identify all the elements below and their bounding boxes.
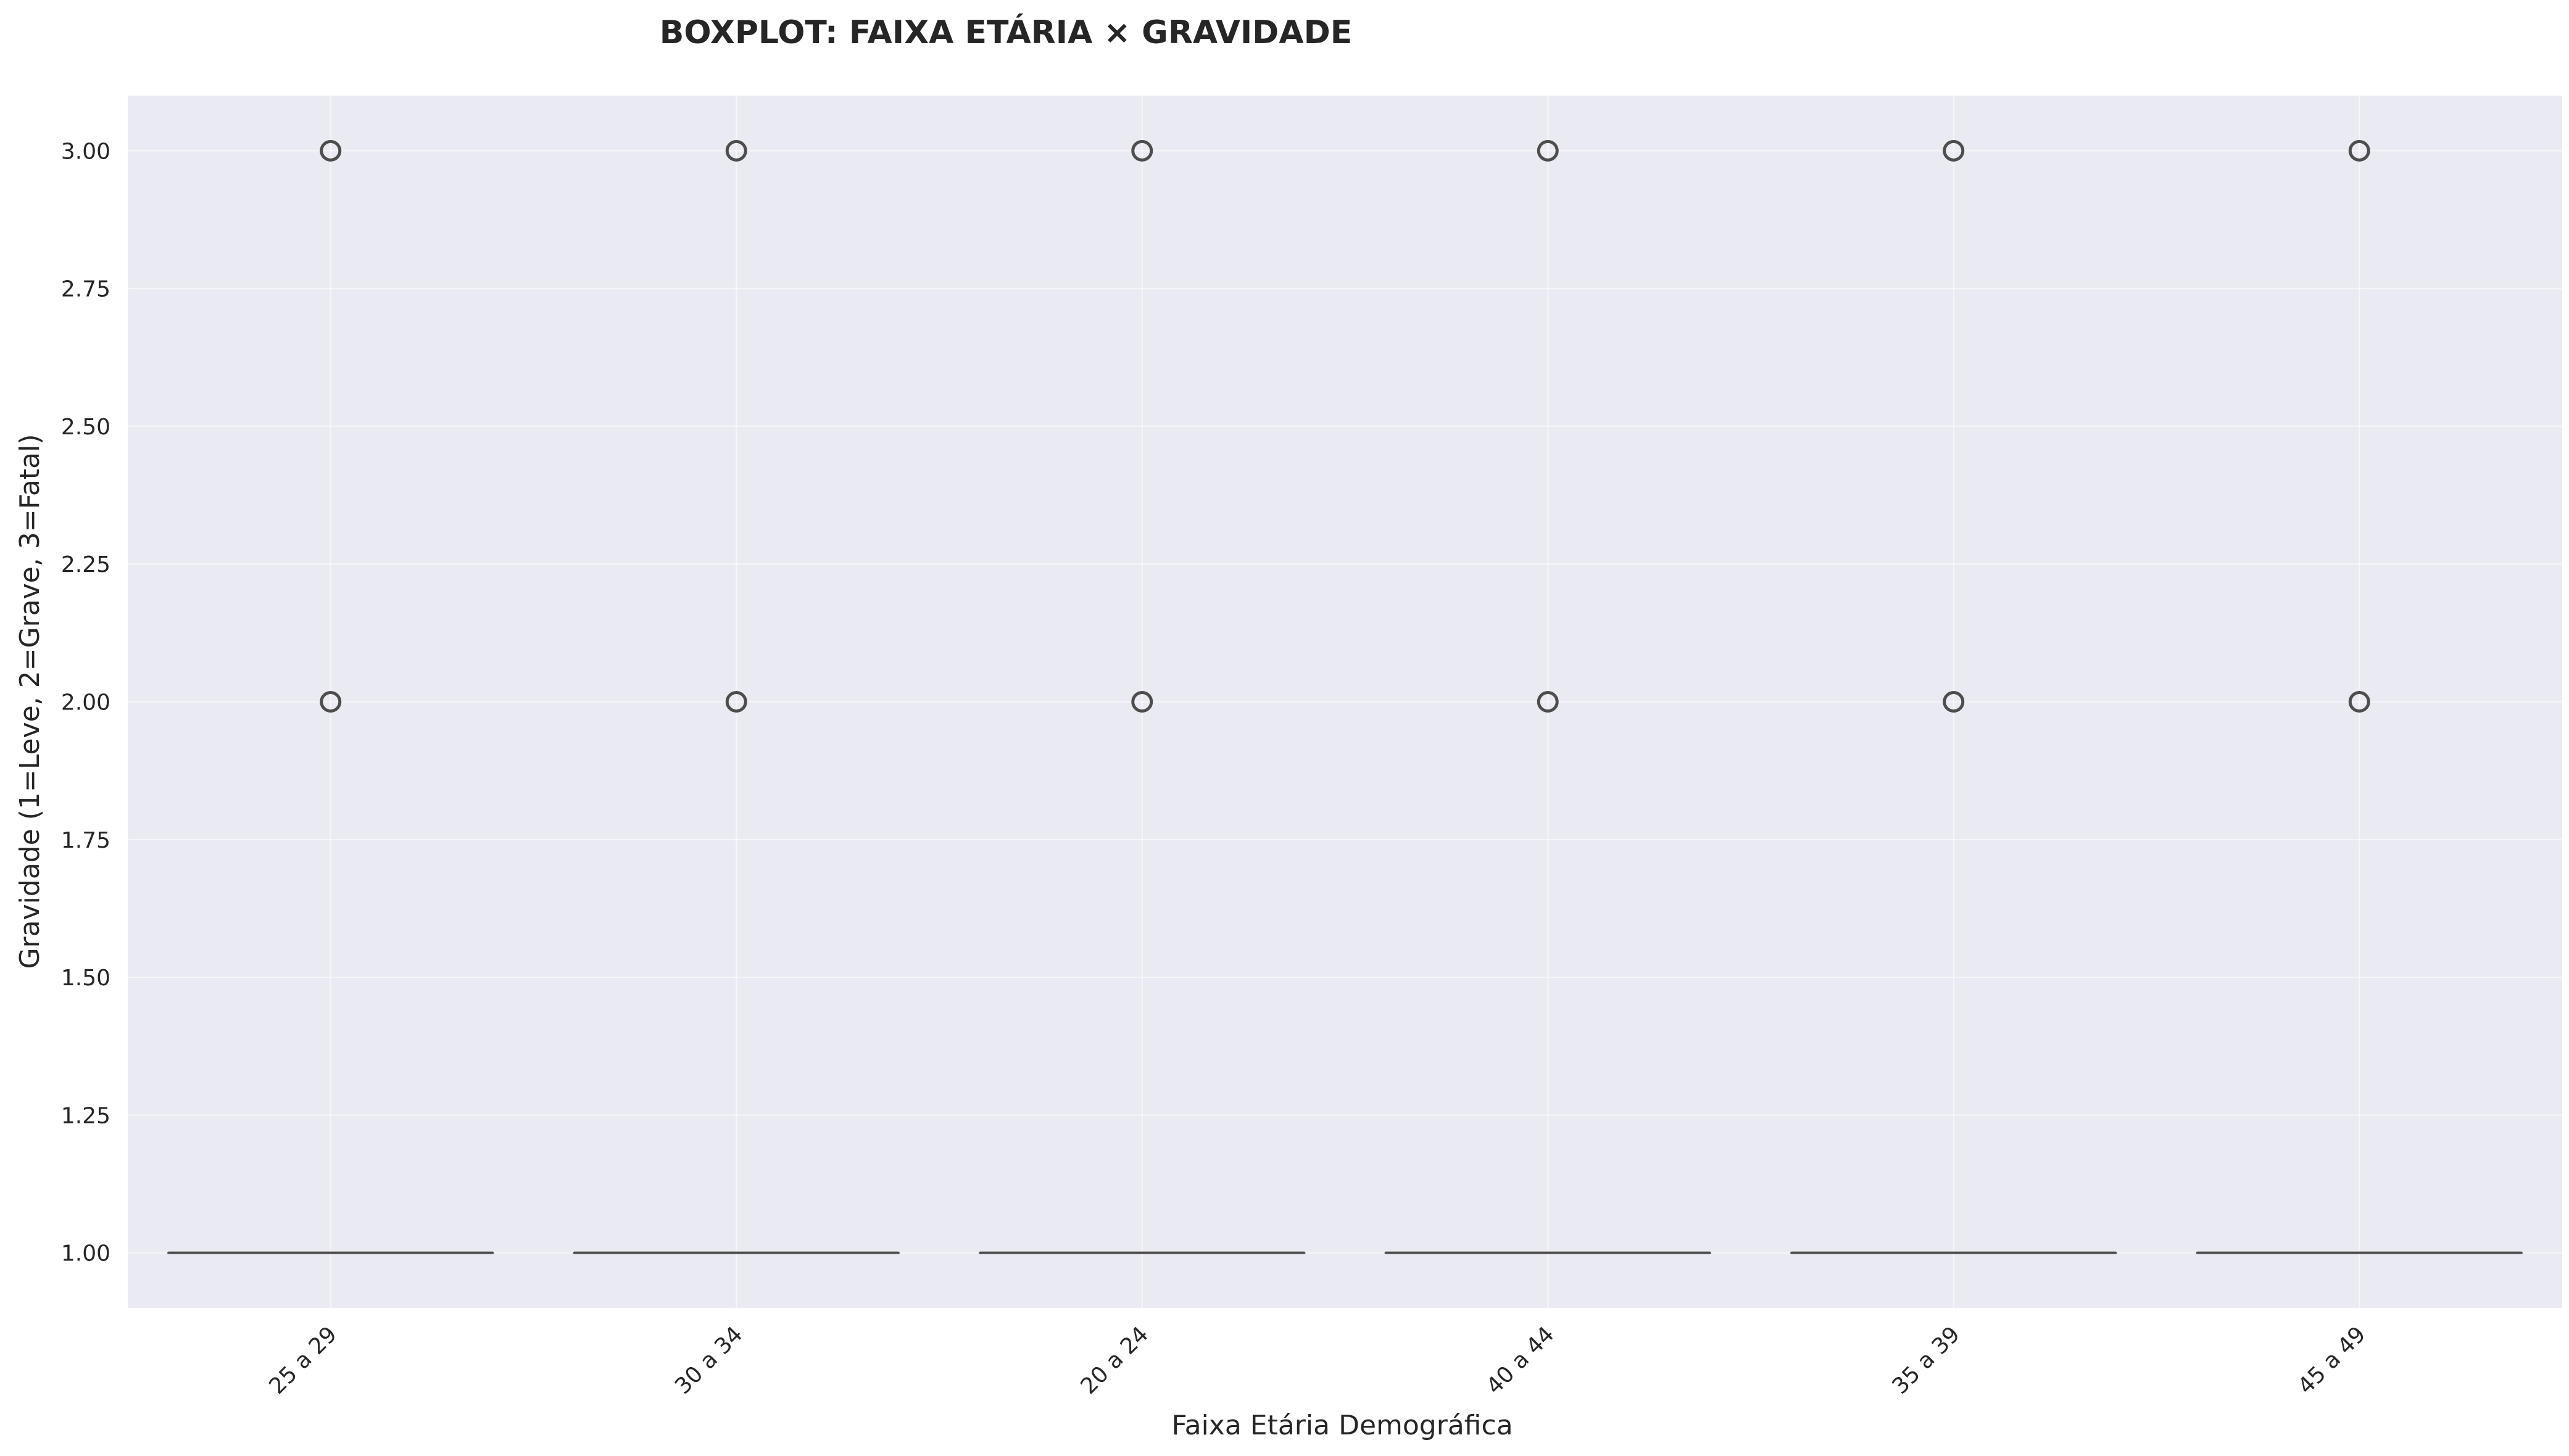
- outlier-point: [1943, 139, 1965, 162]
- outlier-point: [1131, 139, 1153, 162]
- y-axis-label: Gravidade (1=Leve, 2=Grave, 3=Fatal): [14, 434, 46, 969]
- outlier-point: [725, 139, 747, 162]
- x-tick-label: 30 a 34: [670, 1322, 748, 1399]
- x-axis-ticks: 25 a 29 30 a 34 20 a 24 40 a 44 35 a 39 45 a …: [265, 1322, 2371, 1399]
- x-tick-label: 35 a 39: [1888, 1322, 1965, 1399]
- x-tick-label: 45 a 49: [2293, 1322, 2371, 1399]
- chart-title: BOXPLOT: FAIXA ETÁRIA × GRAVIDADE: [660, 14, 1353, 51]
- x-tick-label: 25 a 29: [265, 1322, 342, 1399]
- y-tick-label: 1.25: [61, 1103, 110, 1128]
- x-axis-label: Faixa Etária Demográfica: [1171, 1410, 1513, 1441]
- outlier-point: [2348, 691, 2370, 713]
- grid: [128, 96, 2562, 1308]
- outlier-point: [320, 691, 342, 713]
- outlier-point: [320, 139, 342, 162]
- y-tick-label: 2.50: [61, 415, 110, 440]
- x-tick-label: 20 a 24: [1076, 1322, 1154, 1399]
- y-tick-label: 1.75: [61, 828, 110, 853]
- x-tick-label: 40 a 44: [1482, 1322, 1559, 1399]
- outlier-point: [725, 691, 747, 713]
- y-tick-label: 2.75: [61, 277, 110, 302]
- outlier-point: [2348, 139, 2370, 162]
- outlier-point: [1537, 691, 1559, 713]
- outlier-point: [1943, 691, 1965, 713]
- y-tick-label: 1.50: [61, 966, 110, 991]
- box-marks: [167, 139, 2523, 1254]
- outlier-point: [1131, 691, 1153, 713]
- y-tick-label: 1.00: [61, 1241, 110, 1267]
- y-tick-label: 2.00: [61, 690, 110, 716]
- y-tick-label: 3.00: [61, 139, 110, 164]
- y-axis-ticks: 1.00 1.25 1.50 1.75 2.00 2.25 2.50 2.75 3.00: [61, 139, 110, 1266]
- y-tick-label: 2.25: [61, 552, 110, 577]
- outlier-point: [1537, 139, 1559, 162]
